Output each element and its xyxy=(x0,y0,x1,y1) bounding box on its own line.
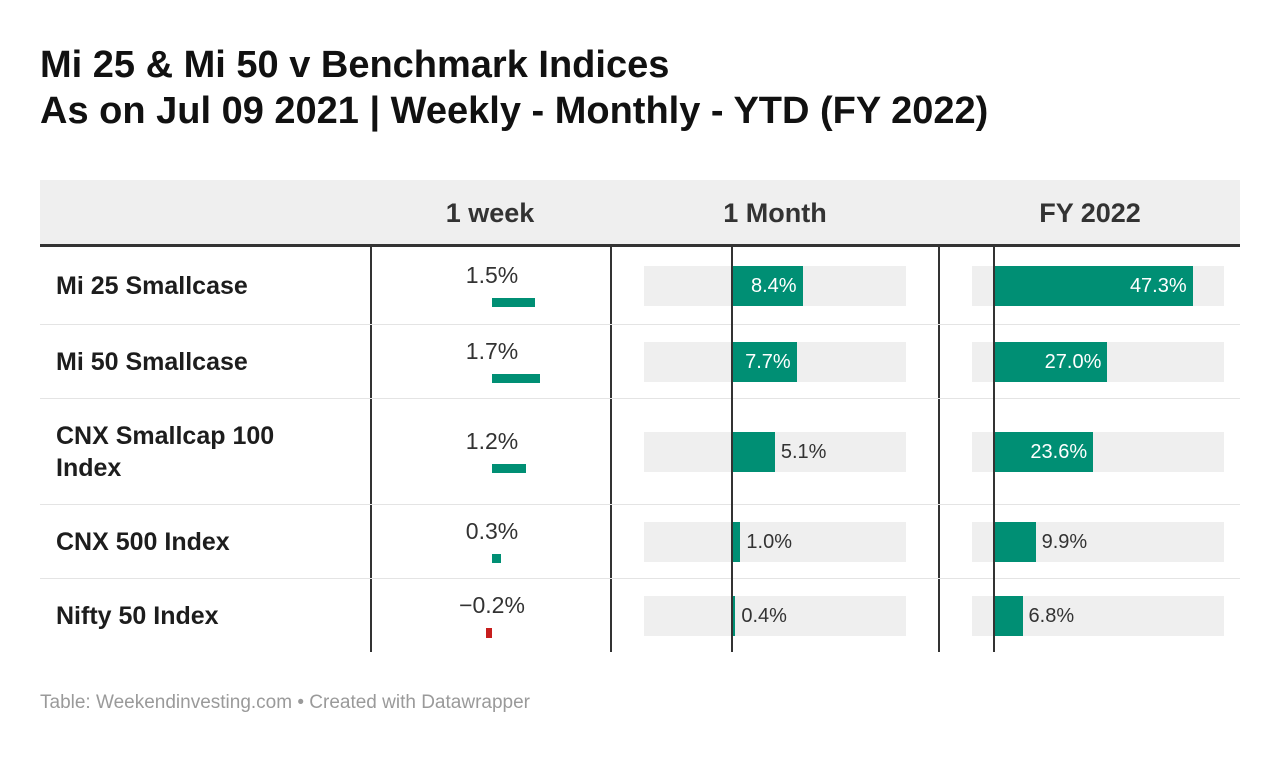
week-value-label: 1.2% xyxy=(465,428,519,454)
week-bar xyxy=(492,374,541,383)
fy-bar xyxy=(994,595,1023,636)
fy-value-label: 9.9% xyxy=(1041,531,1088,553)
month-track xyxy=(644,595,906,636)
table-row xyxy=(40,247,1240,325)
week-value-label: 1.7% xyxy=(465,338,519,364)
week-value-label: 0.3% xyxy=(465,518,519,544)
header-fy: FY 2022 xyxy=(1039,198,1141,228)
row-label: Mi 50 Smallcase xyxy=(56,348,248,376)
month-value-label: 7.7% xyxy=(745,351,791,373)
column-separator xyxy=(938,247,940,652)
fy-value-label: 47.3% xyxy=(1129,275,1187,297)
title-line-1: Mi 25 & Mi 50 v Benchmark Indices xyxy=(40,44,670,86)
fy-bar xyxy=(994,342,1108,382)
row-label: CNX Smallcap 100 Index xyxy=(56,422,275,482)
fy-bar xyxy=(994,522,1036,562)
fy-value-label: 27.0% xyxy=(1044,351,1102,373)
header-week: 1 week xyxy=(445,198,535,228)
month-track xyxy=(644,522,906,562)
week-bar xyxy=(492,464,527,473)
fy-bar xyxy=(994,266,1193,306)
month-value-label: 8.4% xyxy=(750,275,797,297)
month-value-label: 0.4% xyxy=(741,604,787,627)
column-separator xyxy=(370,247,372,652)
table-row xyxy=(40,399,1240,505)
week-bar xyxy=(492,554,501,563)
row-label: Nifty 50 Index xyxy=(56,601,219,630)
month-bar xyxy=(732,432,775,472)
row-label: CNX 500 Index xyxy=(56,528,230,556)
month-bar xyxy=(732,595,736,636)
table-header: 1 week 1 Month FY 2022 xyxy=(40,180,1240,247)
week-bar xyxy=(492,298,535,307)
month-zero-axis xyxy=(731,247,733,652)
footer-credit: Table: Weekendinvesting.com • Created wi… xyxy=(40,692,530,713)
month-value-label: 1.0% xyxy=(746,531,792,553)
month-track xyxy=(644,432,906,472)
month-bar xyxy=(732,266,803,306)
month-bar xyxy=(732,522,741,562)
table-row xyxy=(40,505,1240,579)
header-month: 1 Month xyxy=(723,198,827,228)
week-value-label: −0.2% xyxy=(459,591,525,618)
chart-title: Mi 25 & Mi 50 v Benchmark Indices As on … xyxy=(40,42,1240,134)
header-name xyxy=(40,180,370,247)
fy-zero-axis xyxy=(993,247,995,652)
table-row xyxy=(40,325,1240,399)
month-value-label: 5.1% xyxy=(780,441,827,463)
fy-value-label: 6.8% xyxy=(1028,604,1075,627)
fy-value-label: 23.6% xyxy=(1030,441,1088,463)
fy-bar xyxy=(994,432,1094,472)
title-line-2: As on Jul 09 2021 | Weekly - Monthly - Y… xyxy=(40,90,989,132)
month-bar xyxy=(732,342,797,382)
row-label: Mi 25 Smallcase xyxy=(56,272,248,300)
week-bar xyxy=(486,627,492,638)
column-separator xyxy=(610,247,612,652)
week-value-label: 1.5% xyxy=(465,262,519,288)
